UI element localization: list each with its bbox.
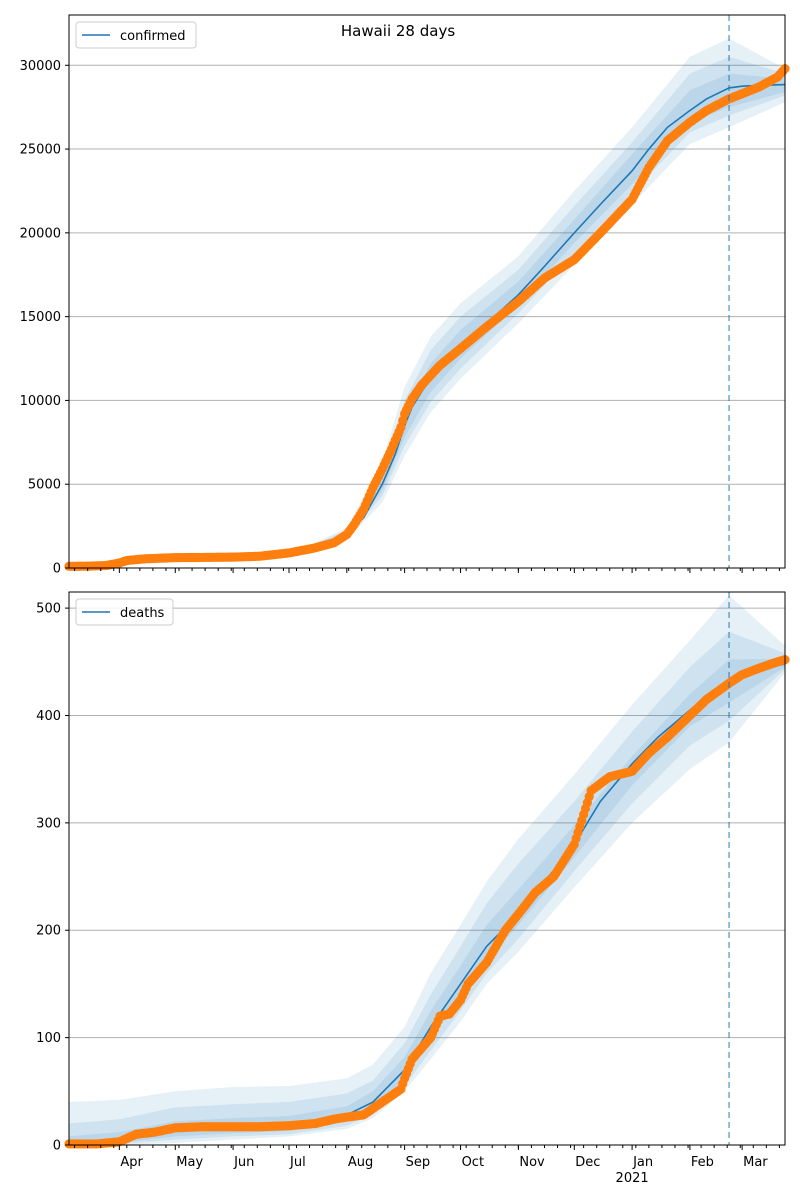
x-tick-label: Sep xyxy=(406,1155,431,1170)
x-tick-label: Mar xyxy=(743,1155,768,1170)
x-year-label: 2021 xyxy=(616,1171,649,1186)
uncertainty-band xyxy=(315,38,785,550)
x-tick-label: Feb xyxy=(691,1155,714,1170)
x-tick-label: Apr xyxy=(120,1155,143,1170)
y-tick-label: 0 xyxy=(53,1139,61,1154)
y-tick-label: 20000 xyxy=(20,226,61,241)
figure-title: Hawaii 28 days xyxy=(341,22,455,40)
uncertainty-band xyxy=(69,658,785,1145)
legend-label: deaths xyxy=(120,606,165,621)
y-tick-label: 0 xyxy=(53,562,61,577)
y-tick-label: 25000 xyxy=(20,143,61,158)
x-tick-label: Jan xyxy=(632,1155,653,1170)
y-tick-label: 300 xyxy=(36,816,61,831)
y-tick-label: 15000 xyxy=(20,310,61,325)
legend-box xyxy=(75,21,197,49)
x-tick-label: May xyxy=(176,1155,203,1170)
uncertainty-band xyxy=(315,56,785,549)
confirmed-panel: 0 5000 10000 15000 20000 25000 30000 confirmed xyxy=(20,14,790,577)
y-tick-label: 200 xyxy=(36,924,61,939)
x-tick-label: Jul xyxy=(289,1155,306,1170)
legend-label: confirmed xyxy=(120,29,186,44)
y-tick-label: 400 xyxy=(36,709,61,724)
y-tick-label: 30000 xyxy=(20,59,61,74)
x-tick-label: Oct xyxy=(462,1155,484,1170)
legend-box xyxy=(75,598,174,626)
y-tick-label: 500 xyxy=(36,602,61,617)
y-tick-label: 100 xyxy=(36,1031,61,1046)
y-tick-label: 10000 xyxy=(20,394,61,409)
y-tick-label: 5000 xyxy=(28,478,61,493)
x-tick-label: Nov xyxy=(519,1155,545,1170)
x-tick-label: Aug xyxy=(348,1155,373,1170)
deaths-panel: 0 100 200 300 400 500 Apr May Jun Jul Aug Sep Oct Nov… xyxy=(36,591,790,1186)
x-tick-label: Dec xyxy=(575,1155,600,1170)
x-tick-label: Jun xyxy=(233,1155,254,1170)
